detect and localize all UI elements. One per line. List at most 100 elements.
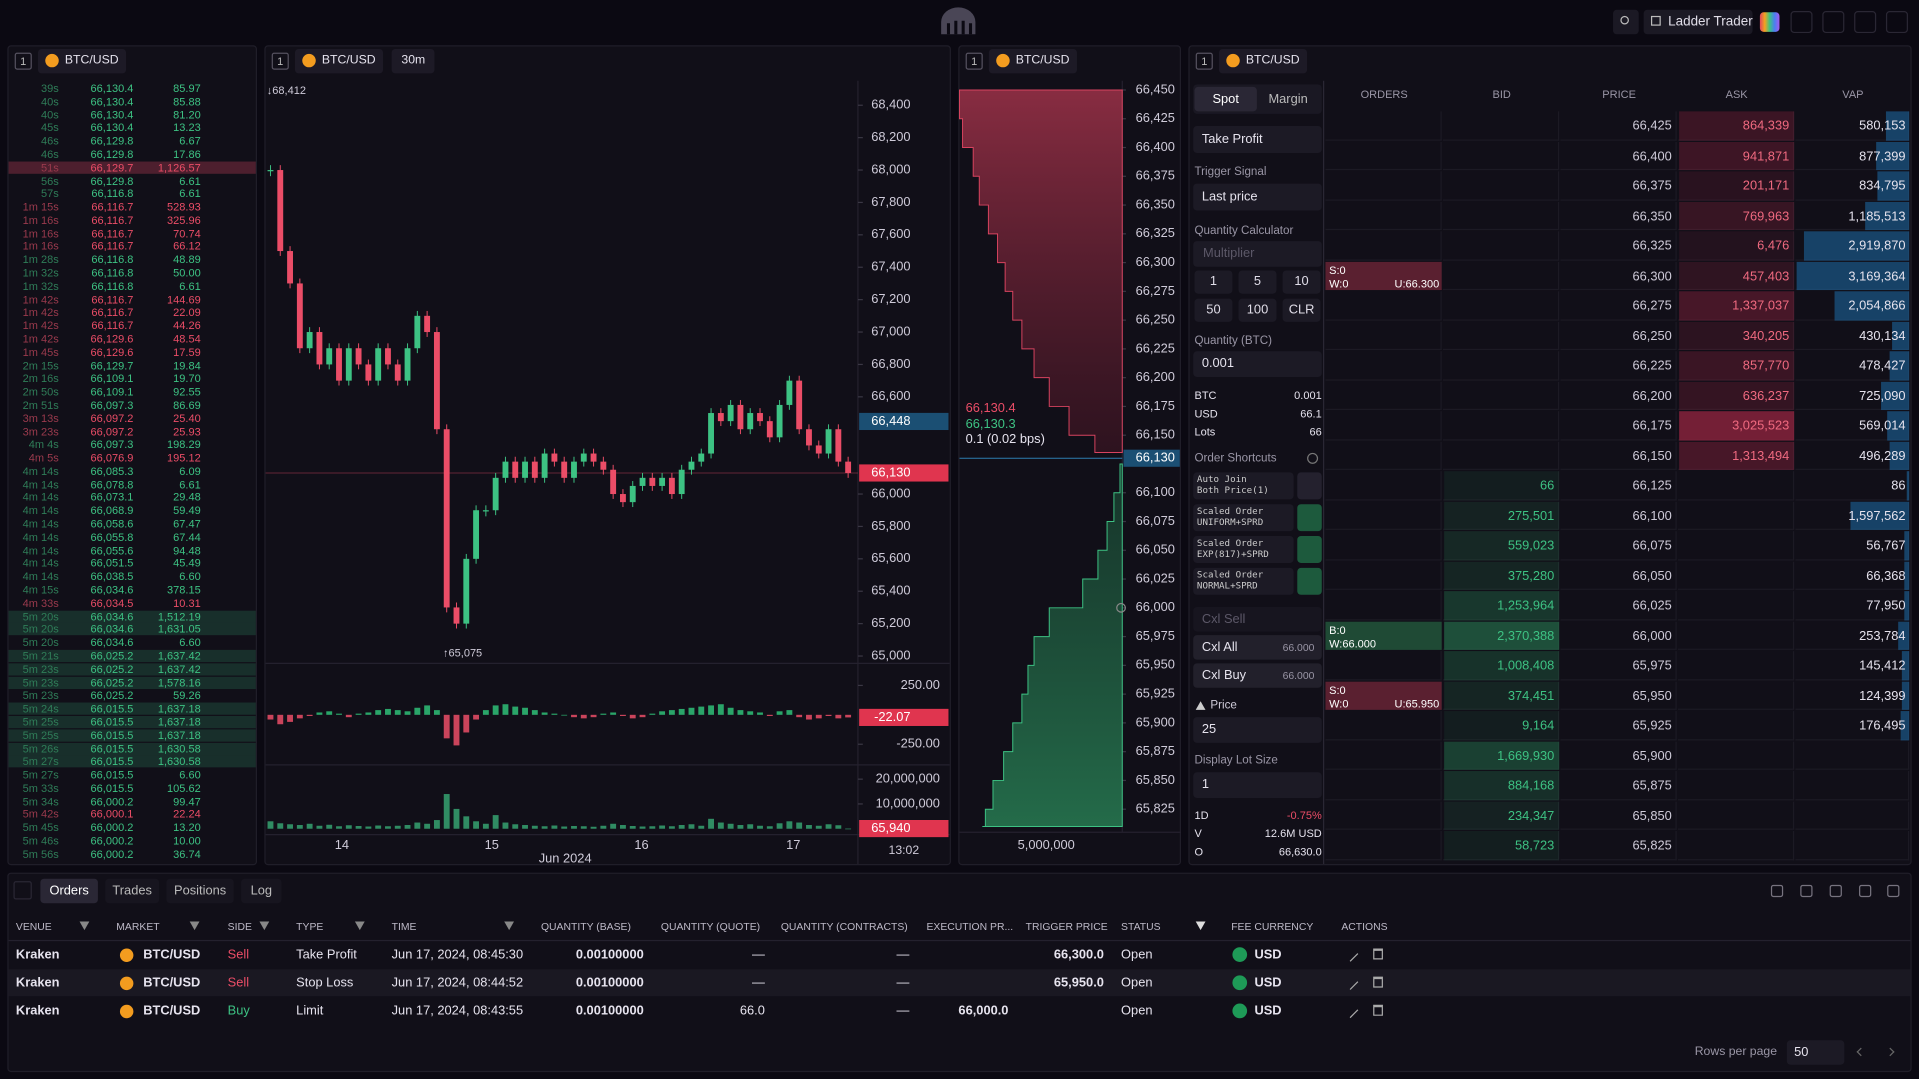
- trade-time: 4m 14s: [22, 491, 59, 504]
- toolbar-button[interactable]: [1885, 11, 1908, 34]
- ask-bg[interactable]: [1679, 141, 1795, 171]
- bid-bg[interactable]: [1444, 681, 1560, 710]
- filter-icon[interactable]: [354, 921, 365, 931]
- toolbar-button[interactable]: [1790, 11, 1813, 34]
- bid: 1,669,930: [1497, 748, 1555, 764]
- bid-bg[interactable]: [1444, 651, 1560, 680]
- trade-price: 66,025.2: [90, 663, 134, 676]
- ask-bg[interactable]: [1679, 441, 1795, 470]
- multiplier-button[interactable]: 50: [1194, 298, 1233, 322]
- delete-button[interactable]: [1373, 948, 1383, 960]
- ask-bg[interactable]: [1679, 411, 1795, 440]
- vap: 1,597,562: [1848, 508, 1906, 524]
- multiplier-input[interactable]: [1193, 241, 1322, 267]
- ask-bg[interactable]: [1679, 291, 1795, 321]
- bid-bg[interactable]: [1444, 471, 1560, 500]
- interval-tab[interactable]: [391, 48, 435, 74]
- delete-button[interactable]: [1373, 1004, 1383, 1016]
- market-tab[interactable]: Margin: [1268, 91, 1308, 107]
- vap-bg: [1904, 531, 1910, 560]
- cancel-button[interactable]: [1193, 635, 1322, 660]
- ask-bg[interactable]: [1679, 351, 1795, 381]
- shortcut-action[interactable]: [1297, 536, 1322, 563]
- filter-icon[interactable]: [259, 921, 270, 931]
- trade-size: 6.61: [179, 280, 201, 293]
- orders-tab[interactable]: Orders: [40, 878, 98, 904]
- multiplier-button[interactable]: CLR: [1282, 298, 1321, 322]
- filter-icon[interactable]: [189, 921, 200, 931]
- multiplier-button[interactable]: 1: [1194, 270, 1233, 294]
- panel-number[interactable]: 1: [965, 52, 983, 70]
- orders-tab[interactable]: Trades: [105, 878, 160, 904]
- order-type-select[interactable]: [1193, 126, 1322, 153]
- bid-bg[interactable]: [1444, 711, 1560, 740]
- panel-icon[interactable]: [1800, 884, 1813, 898]
- quantity-input[interactable]: [1193, 351, 1322, 377]
- bid-bg[interactable]: [1444, 561, 1560, 590]
- ask-bg[interactable]: [1679, 231, 1795, 261]
- multiplier-button[interactable]: 10: [1282, 270, 1321, 294]
- ask-bg[interactable]: [1679, 201, 1795, 231]
- apps-button[interactable]: [1759, 12, 1780, 32]
- panel-number[interactable]: 1: [1195, 52, 1213, 70]
- panel-number[interactable]: 1: [14, 52, 32, 70]
- filter-icon[interactable]: [79, 921, 90, 931]
- lot-size-input[interactable]: [1193, 772, 1322, 798]
- toolbar-button[interactable]: [1822, 11, 1845, 34]
- trade-price: 66,116.8: [91, 280, 134, 293]
- shortcut-button[interactable]: [1193, 567, 1294, 595]
- ask-bg[interactable]: [1679, 261, 1795, 291]
- ask: 457,403: [1742, 268, 1790, 284]
- shortcut-action[interactable]: [1297, 567, 1322, 595]
- bid-bg[interactable]: [1444, 801, 1560, 830]
- ladder-order-cell[interactable]: [1325, 261, 1442, 291]
- trade-price: 66,085.3: [90, 464, 134, 478]
- panel-icon[interactable]: [1859, 884, 1872, 898]
- shortcut-action[interactable]: [1297, 472, 1322, 500]
- panel-number[interactable]: 1: [271, 52, 289, 70]
- column-header: MARKET: [116, 920, 160, 933]
- ask-bg[interactable]: [1679, 321, 1795, 351]
- market-tab[interactable]: Spot: [1194, 86, 1257, 112]
- ladder-cell: [1560, 531, 1677, 560]
- multiplier-button[interactable]: 5: [1238, 270, 1277, 294]
- bid-bg[interactable]: [1444, 830, 1560, 860]
- ladder-cell: [1325, 201, 1442, 231]
- panel-icon[interactable]: [1887, 884, 1900, 898]
- shortcut-button[interactable]: [1193, 472, 1294, 500]
- vap-bg: [1889, 351, 1910, 381]
- collapse-button[interactable]: [13, 881, 32, 900]
- bid-bg[interactable]: [1444, 591, 1560, 620]
- price-input[interactable]: [1193, 717, 1322, 743]
- trade-time: 5m 46s: [22, 834, 59, 847]
- shortcut-button[interactable]: [1193, 536, 1294, 563]
- orders-tab[interactable]: Positions: [166, 878, 234, 904]
- filter-icon[interactable]: [1195, 921, 1206, 931]
- bid-bg[interactable]: [1444, 531, 1560, 560]
- cancel-button[interactable]: [1193, 663, 1322, 688]
- toolbar-button[interactable]: [1854, 11, 1877, 34]
- rows-per-page-select[interactable]: [1786, 1040, 1845, 1065]
- orders-tab[interactable]: Log: [241, 878, 282, 904]
- ask-bg[interactable]: [1679, 381, 1795, 410]
- ladder-order-cell[interactable]: [1325, 681, 1442, 710]
- shortcut-action[interactable]: [1297, 504, 1322, 532]
- panel-icon[interactable]: [1770, 884, 1784, 898]
- bid-bg[interactable]: [1444, 771, 1560, 800]
- bid-bg[interactable]: [1444, 501, 1560, 530]
- cancel-button[interactable]: [1193, 607, 1322, 632]
- delete-button[interactable]: [1373, 976, 1383, 988]
- ask-bg[interactable]: [1679, 171, 1795, 201]
- ask-bg[interactable]: [1679, 111, 1795, 141]
- ladder-trader-button[interactable]: [1643, 9, 1753, 35]
- trigger-signal-select[interactable]: [1193, 183, 1322, 211]
- vap: 86: [1891, 478, 1906, 494]
- bid-bg[interactable]: [1444, 621, 1560, 650]
- shortcut-button[interactable]: [1193, 504, 1294, 532]
- panel-icon[interactable]: [1829, 884, 1842, 898]
- filter-icon[interactable]: [504, 921, 515, 931]
- multiplier-button[interactable]: 100: [1238, 298, 1277, 322]
- trade-time: 1m 16s: [22, 227, 59, 240]
- bid-bg[interactable]: [1444, 741, 1560, 770]
- ladder-order-cell[interactable]: [1325, 621, 1442, 650]
